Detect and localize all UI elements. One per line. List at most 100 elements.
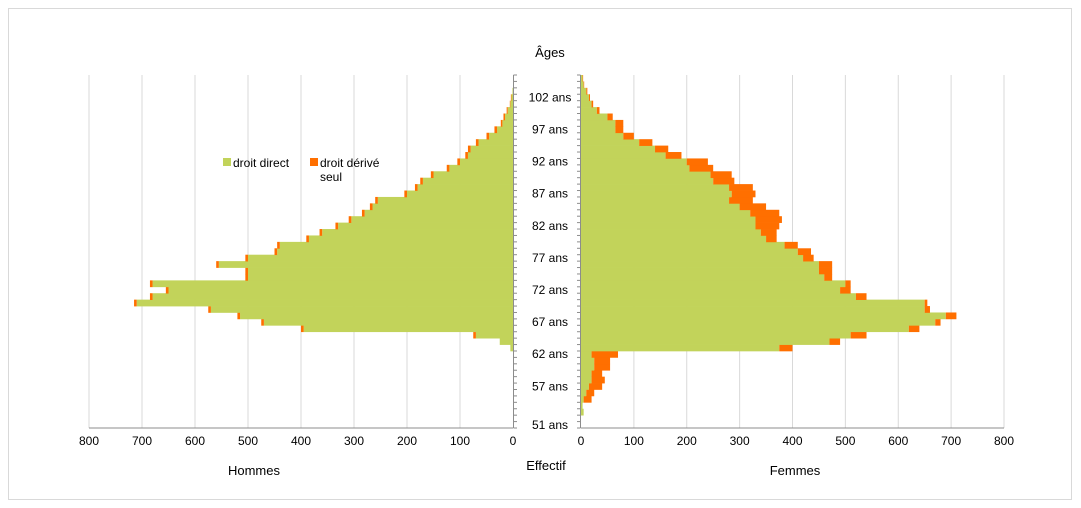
bar-femmes-droit-derive bbox=[784, 241, 798, 249]
bar-femmes-droit-derive bbox=[818, 261, 833, 268]
bar-femmes-droit-direct bbox=[581, 408, 584, 416]
bar-femmes-droit-direct bbox=[581, 318, 936, 326]
x-tick-label-right: 800 bbox=[994, 434, 1014, 448]
x-tick-label-left: 500 bbox=[238, 434, 258, 448]
legend-label-line-1: droit dérivé bbox=[320, 156, 380, 170]
bar-femmes-droit-direct bbox=[581, 216, 756, 223]
bar-femmes-droit-derive bbox=[729, 184, 753, 191]
bar-hommes-droit-derive bbox=[149, 293, 153, 300]
bar-femmes-droit-derive bbox=[591, 350, 619, 358]
bar-femmes-droit-direct bbox=[581, 126, 616, 134]
bar-femmes-droit-direct bbox=[581, 357, 595, 365]
bar-femmes-droit-direct bbox=[581, 286, 841, 294]
bar-hommes-droit-direct bbox=[308, 235, 513, 243]
legend-swatch-droit-direct bbox=[223, 158, 231, 166]
bar-hommes-droit-derive bbox=[245, 254, 248, 262]
bar-femmes-droit-derive bbox=[924, 306, 930, 313]
age-tick-label: 102 ans bbox=[529, 90, 572, 104]
bar-hommes-droit-derive bbox=[208, 306, 211, 313]
bar-hommes-droit-derive bbox=[134, 299, 137, 307]
bar-femmes-droit-derive bbox=[655, 145, 669, 153]
bar-hommes-droit-derive bbox=[237, 312, 241, 320]
bar-femmes-droit-derive bbox=[591, 376, 605, 384]
bar-hommes-droit-direct bbox=[433, 171, 513, 179]
bar-femmes-droit-derive bbox=[583, 395, 592, 403]
bar-femmes-droit-derive bbox=[840, 286, 851, 294]
bar-femmes-droit-derive bbox=[760, 229, 777, 236]
age-tick-label: 82 ans bbox=[532, 219, 568, 233]
bar-femmes-droit-derive bbox=[623, 132, 634, 140]
bar-hommes-droit-direct bbox=[136, 299, 513, 307]
bar-hommes-droit-direct bbox=[499, 338, 513, 345]
bar-hommes-droit-direct bbox=[248, 254, 513, 262]
bar-femmes-droit-direct bbox=[581, 222, 756, 230]
bar-femmes-droit-direct bbox=[581, 113, 608, 121]
bar-femmes-droit-direct bbox=[581, 119, 616, 127]
age-tick-label: 77 ans bbox=[532, 251, 568, 265]
bar-hommes-droit-derive bbox=[494, 126, 498, 134]
bar-femmes-droit-derive bbox=[850, 331, 867, 339]
bar-femmes-droit-derive bbox=[615, 119, 624, 127]
bar-femmes-droit-direct bbox=[581, 338, 830, 345]
bar-femmes-droit-direct bbox=[581, 94, 589, 102]
bar-femmes-droit-direct bbox=[581, 267, 819, 275]
bar-hommes-droit-derive bbox=[475, 139, 479, 146]
bar-hommes-droit-direct bbox=[507, 107, 513, 114]
bar-femmes-droit-direct bbox=[581, 145, 656, 153]
age-tick-label: 62 ans bbox=[532, 347, 568, 361]
bar-femmes-droit-direct bbox=[581, 395, 584, 403]
x-tick-label-left: 600 bbox=[185, 434, 205, 448]
bar-femmes-droit-derive bbox=[591, 370, 603, 378]
bar-hommes-droit-direct bbox=[407, 190, 513, 198]
bar-femmes-droit-direct bbox=[581, 203, 740, 211]
x-tick-label-right: 700 bbox=[941, 434, 961, 448]
bar-femmes-droit-direct bbox=[581, 280, 846, 288]
bar-hommes-droit-direct bbox=[279, 241, 513, 249]
bar-hommes-droit-direct bbox=[372, 203, 513, 211]
bar-femmes-droit-derive bbox=[755, 222, 780, 230]
bar-femmes-droit-derive bbox=[797, 248, 812, 256]
bar-hommes-droit-direct bbox=[510, 100, 513, 108]
bar-femmes-droit-derive bbox=[739, 203, 767, 211]
bar-hommes-droit-derive bbox=[149, 280, 153, 288]
x-tick-label-right: 400 bbox=[782, 434, 802, 448]
bar-femmes-droit-derive bbox=[689, 164, 714, 172]
bar-femmes-droit-direct bbox=[581, 383, 589, 390]
bar-femmes-droit-derive bbox=[586, 389, 595, 397]
age-tick-label: 57 ans bbox=[532, 379, 568, 393]
bar-femmes-droit-derive bbox=[686, 158, 708, 166]
bar-femmes-droit-derive bbox=[583, 81, 585, 89]
bar-hommes-droit-direct bbox=[497, 126, 513, 134]
bar-femmes-droit-derive bbox=[615, 126, 624, 134]
x-tick-label-right: 600 bbox=[888, 434, 908, 448]
bar-hommes-droit-derive bbox=[446, 164, 450, 172]
age-tick-label: 92 ans bbox=[532, 155, 568, 169]
bar-femmes-droit-derive bbox=[855, 293, 867, 300]
bar-femmes-droit-derive bbox=[665, 152, 682, 159]
bar-hommes-droit-direct bbox=[377, 196, 513, 204]
bar-femmes-droit-derive bbox=[588, 94, 590, 102]
labels: Âges Effectif Hommes Femmes bbox=[228, 45, 821, 478]
bar-hommes-droit-direct bbox=[218, 261, 513, 268]
bar-hommes-droit-direct bbox=[210, 306, 513, 313]
bar-hommes-droit-derive bbox=[509, 100, 511, 108]
right-panel-label: Femmes bbox=[770, 463, 821, 478]
chart-frame bbox=[8, 8, 1072, 500]
bar-hommes-droit-direct bbox=[460, 158, 513, 166]
bar-femmes-droit-direct bbox=[581, 376, 592, 384]
bar-femmes-droit-direct bbox=[581, 331, 851, 339]
bar-femmes-droit-derive bbox=[935, 318, 941, 326]
bar-hommes-droit-direct bbox=[364, 209, 513, 217]
age-tick-label: 51 ans bbox=[532, 418, 568, 432]
bar-femmes-droit-derive bbox=[729, 196, 753, 204]
x-axis-label: Effectif bbox=[526, 458, 566, 473]
age-tick-label: 87 ans bbox=[532, 187, 568, 201]
bar-hommes-droit-direct bbox=[263, 318, 513, 326]
bar-hommes-droit-direct bbox=[467, 152, 513, 159]
bar-femmes-droit-direct bbox=[581, 190, 732, 198]
x-tick-label-right: 0 bbox=[578, 434, 585, 448]
left-panel-label: Hommes bbox=[228, 463, 281, 478]
x-tick-label-left: 400 bbox=[291, 434, 311, 448]
bar-femmes-droit-derive bbox=[818, 267, 833, 275]
